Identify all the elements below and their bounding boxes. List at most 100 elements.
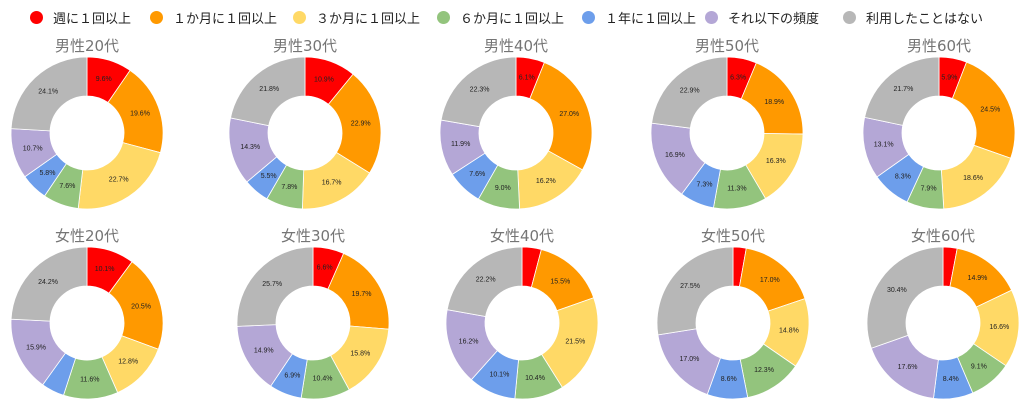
donut-slice (10, 56, 88, 132)
donut-chart: 女性50代 17.0% 14.8% 12.3% 8.6% 17.0% 27.5% (656, 227, 810, 400)
legend-item: 週に１回以上 (30, 8, 131, 27)
slice-label: 6.1% (519, 74, 535, 81)
donut-slice (446, 246, 523, 317)
slice-label: 14.8% (779, 328, 799, 335)
slice-label: 17.0% (760, 277, 780, 284)
slice-label: 15.8% (350, 351, 370, 358)
slice-label: 22.2% (476, 277, 496, 284)
legend-label: １か月に１回以上 (173, 12, 278, 27)
slice-label: 14.9% (968, 275, 988, 282)
donut-chart: 男性60代 5.9% 24.5% 18.6% 7.9% 8.3% 13.1% 21.7% (862, 37, 1016, 210)
chart-title: 女性50代 (701, 227, 765, 245)
slice-label: 30.4% (887, 287, 907, 294)
legend: 週に１回以上 １か月に１回以上 ３か月に１回以上 ６か月に１回以上 １年に１回以上 それ以… (0, 8, 1024, 28)
legend-label: ６か月に１回以上 (460, 12, 565, 27)
chart-title: 男性50代 (695, 37, 759, 55)
donut-slice (230, 56, 306, 127)
slice-label: 10.9% (314, 77, 334, 84)
donut-chart: 女性40代 15.5% 21.5% 10.4% 10.1% 16.2% 22.2% (445, 227, 599, 400)
slice-label: 8.4% (943, 376, 959, 383)
slice-label: 11.3% (727, 185, 746, 192)
legend-label: 週に１回以上 (53, 12, 132, 27)
chart-title: 男性60代 (907, 37, 971, 55)
slice-label: 10.1% (95, 266, 115, 273)
donut-chart: 男性20代 9.6% 19.6% 22.7% 7.6% 5.8% 10.7% 24.1% (10, 37, 164, 210)
donut-chart: 男性30代 10.9% 22.9% 16.7% 7.8% 5.5% 14.3% 21.8% (228, 37, 382, 210)
slice-label: 10.7% (23, 145, 43, 152)
legend-item: １年に１回以上 (582, 8, 696, 27)
chart-title: 男性30代 (273, 37, 337, 55)
slice-label: 10.1% (489, 372, 509, 379)
donut-slice (651, 56, 728, 129)
slice-label: 14.3% (240, 144, 260, 151)
slice-label: 6.3% (730, 74, 746, 81)
slice-label: 16.6% (989, 324, 1009, 331)
slice-label: 21.8% (259, 86, 279, 93)
slice-label: 14.9% (254, 348, 274, 355)
slice-label: 21.7% (893, 86, 913, 93)
slice-label: 21.5% (565, 338, 585, 345)
donut-slice (10, 246, 88, 322)
slice-label: 9.0% (495, 185, 511, 192)
donut-chart: 女性30代 6.6% 19.7% 15.8% 10.4% 6.9% 14.9% 25.7% (236, 227, 390, 400)
legend-label: １年に１回以上 (605, 12, 697, 27)
legend-label: ３か月に１回以上 (316, 12, 421, 27)
donut-slice (529, 61, 593, 171)
slice-label: 6.6% (317, 265, 333, 272)
slice-label: 9.6% (96, 76, 112, 83)
legend-swatch (150, 11, 163, 24)
slice-label: 7.6% (469, 171, 485, 178)
chart-title: 女性20代 (55, 227, 119, 245)
slice-label: 8.3% (895, 173, 911, 180)
slice-label: 22.3% (470, 87, 490, 94)
slice-label: 19.6% (130, 110, 150, 117)
slice-label: 16.7% (322, 180, 342, 187)
slice-label: 11.6% (80, 376, 99, 383)
donut-slice (327, 73, 382, 174)
slice-label: 19.7% (352, 291, 372, 298)
slice-label: 12.3% (754, 367, 774, 374)
legend-item: １か月に１回以上 (150, 8, 277, 27)
legend-swatch (705, 11, 718, 24)
slice-label: 16.9% (665, 152, 685, 159)
donut-slice (656, 246, 734, 336)
legend-swatch (437, 11, 450, 24)
donut-chart: 男性40代 6.1% 27.0% 16.2% 9.0% 7.6% 11.9% 22.3% (439, 37, 593, 210)
slice-label: 7.6% (59, 183, 75, 190)
slice-label: 8.6% (721, 376, 737, 383)
legend-swatch (582, 11, 595, 24)
slice-label: 5.9% (941, 74, 957, 81)
slice-label: 9.1% (971, 363, 987, 370)
slice-label: 27.5% (680, 283, 700, 290)
donut-chart: 男性50代 6.3% 18.9% 16.3% 11.3% 7.3% 16.9% 22.9% (650, 37, 804, 210)
chart-title: 女性60代 (911, 227, 975, 245)
donut-slice (864, 56, 940, 126)
slice-label: 5.8% (39, 170, 55, 177)
slice-label: 10.4% (525, 375, 545, 382)
slice-label: 17.6% (898, 364, 918, 371)
slice-label: 7.8% (281, 184, 297, 191)
slice-label: 7.3% (697, 182, 713, 189)
donut-slice (440, 56, 517, 128)
legend-swatch (30, 11, 43, 24)
legend-swatch (843, 11, 856, 24)
chart-title: 男性20代 (55, 37, 119, 55)
slice-label: 5.5% (261, 173, 277, 180)
donut-slice (866, 246, 944, 349)
slice-label: 18.6% (963, 175, 983, 182)
slice-label: 25.7% (262, 281, 282, 288)
slice-label: 13.1% (874, 141, 894, 148)
slice-label: 11.9% (451, 141, 470, 148)
donut-slice (541, 297, 599, 388)
slice-label: 15.9% (26, 344, 46, 351)
legend-label: 利用したことはない (866, 12, 984, 27)
legend-swatch (293, 11, 306, 24)
legend-item: ６か月に１回以上 (437, 8, 564, 27)
slice-label: 17.0% (680, 356, 700, 363)
slice-label: 24.1% (38, 89, 58, 96)
slice-label: 22.9% (680, 87, 700, 94)
legend-label: それ以下の頻度 (728, 12, 820, 27)
chart-title: 女性40代 (490, 227, 554, 245)
chart-title: 女性30代 (281, 227, 345, 245)
